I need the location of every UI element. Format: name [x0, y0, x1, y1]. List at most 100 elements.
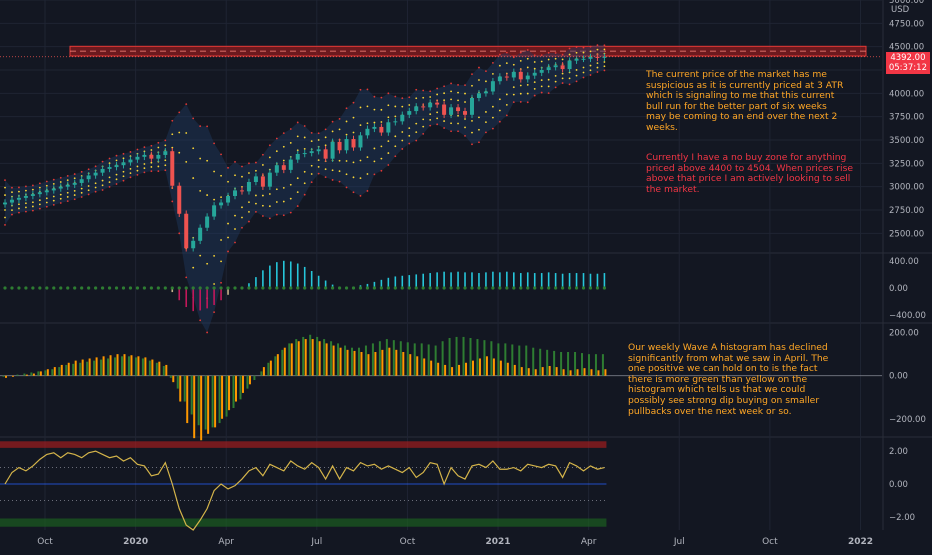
momentum-zero-dot — [59, 286, 63, 290]
atr-band-dot — [408, 127, 411, 130]
atr-band-upper-3 — [4, 44, 606, 189]
x-tick-label: Apr — [581, 537, 597, 547]
atr-band-dot — [498, 53, 501, 56]
atr-band-dot — [157, 141, 160, 144]
atr-band-dot — [359, 106, 362, 109]
candle-body — [9, 199, 14, 203]
atr-band-dot — [296, 191, 299, 194]
momentum-zero-dot — [330, 286, 335, 290]
atr-band-dot — [234, 174, 236, 177]
momentum-zero-dot — [10, 286, 14, 290]
atr-band-dot — [408, 104, 411, 106]
momentum-zero-dot — [275, 286, 279, 290]
candle-body — [490, 81, 495, 92]
no-buy-zone — [69, 45, 867, 57]
atr-band-dot — [108, 157, 111, 160]
atr-band-dot — [408, 142, 411, 145]
atr-band-dot — [101, 189, 104, 191]
candle-body — [233, 190, 238, 196]
atr-band-dot — [464, 92, 466, 95]
atr-band-dot — [220, 153, 222, 156]
atr-band-dot — [582, 76, 585, 79]
candle-body — [421, 106, 426, 108]
atr-band-dot — [220, 174, 222, 177]
oscillator-line — [4, 450, 605, 531]
atr-band-dot — [185, 132, 188, 134]
atr-band-dot — [394, 135, 397, 138]
candle-body — [323, 149, 328, 159]
atr-band-dot — [443, 99, 446, 102]
atr-band-dot — [359, 159, 362, 162]
atr-band-dot — [568, 47, 571, 50]
atr-band-dot — [66, 179, 69, 182]
atr-band-dot — [338, 118, 341, 120]
atr-band-dot — [603, 48, 606, 51]
atr-band-dot — [492, 127, 494, 130]
atr-band-dot — [380, 169, 383, 172]
atr-band-dot — [331, 169, 334, 172]
momentum-zero-dot — [177, 286, 181, 290]
momentum-zero-dot — [470, 286, 474, 290]
atr-band-dot — [554, 75, 557, 77]
atr-band-dot — [185, 161, 188, 163]
atr-band-dot — [11, 191, 13, 194]
candle-body — [23, 196, 28, 198]
candle-body — [198, 227, 203, 241]
atr-band-dot — [450, 98, 452, 101]
atr-band-dot — [582, 66, 585, 69]
momentum-zero-dot — [547, 286, 551, 290]
atr-band-dot — [122, 175, 125, 178]
atr-band-dot — [540, 60, 543, 63]
atr-band-dot — [25, 189, 27, 192]
atr-band-dot — [87, 185, 90, 187]
candle-body — [163, 151, 168, 155]
momentum-zero-dot — [66, 286, 70, 290]
momentum-zero-dot — [498, 286, 502, 290]
candle-body — [372, 126, 377, 129]
candle-body — [260, 176, 265, 187]
atr-band-dot — [241, 175, 243, 178]
currency-label: USD — [891, 5, 910, 15]
candle-body — [435, 102, 440, 105]
atr-band-dot — [213, 198, 216, 201]
momentum-zero-dot — [87, 286, 91, 290]
momentum-zero-dot — [484, 286, 488, 290]
atr-band-dot — [352, 101, 355, 104]
atr-band-dot — [317, 159, 320, 162]
atr-band-dot — [387, 140, 390, 143]
atr-band-dot — [533, 61, 536, 63]
atr-band-dot — [387, 164, 390, 166]
x-tick-label: Apr — [218, 537, 234, 547]
price-axis-tick: 4500.00 — [889, 43, 924, 53]
atr-band-dot — [408, 134, 411, 137]
momentum-zero-dot — [533, 286, 537, 290]
momentum-bars — [3, 260, 607, 312]
x-tick-label: Oct — [400, 537, 416, 547]
atr-band-dot — [108, 176, 111, 179]
atr-band-dot — [255, 210, 257, 213]
atr-band-dot — [589, 50, 592, 53]
atr-band-dot — [359, 124, 362, 127]
x-tick-label: Oct — [762, 537, 778, 547]
atr-band-dot — [220, 281, 222, 284]
atr-band-dot — [394, 145, 397, 148]
momentum-zero-dot — [414, 286, 418, 290]
atr-band-dot — [59, 176, 62, 179]
atr-band-dot — [122, 152, 125, 155]
atr-band-dot — [547, 78, 550, 81]
momentum-zero-dot — [393, 286, 397, 290]
candle-body — [456, 107, 461, 112]
atr-band-dot — [589, 69, 592, 72]
atr-band-dot — [303, 182, 306, 185]
atr-band-dot — [303, 136, 306, 139]
candle-body — [442, 104, 447, 115]
atr-band-dot — [157, 170, 160, 173]
momentum-zero-dot — [31, 286, 35, 290]
momentum-zero-dot — [554, 286, 558, 290]
atr-band-dot — [324, 176, 327, 179]
atr-band-dot — [52, 182, 55, 185]
price-axis-tick: 4000.00 — [889, 89, 924, 99]
